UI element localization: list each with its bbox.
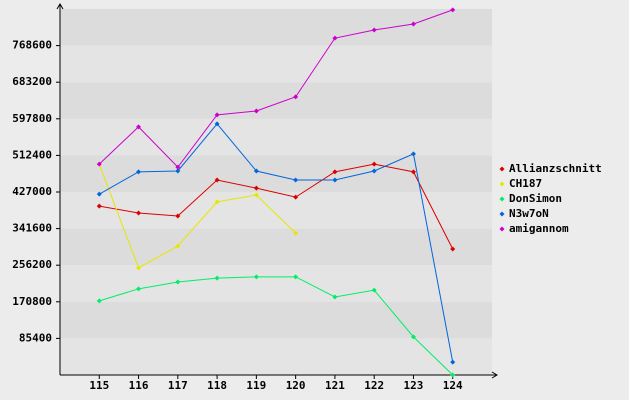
x-tick-label: 117 <box>168 379 188 392</box>
grid-band <box>60 228 492 266</box>
data-point <box>450 246 456 252</box>
data-point <box>175 279 181 285</box>
data-point <box>136 265 142 271</box>
series-line <box>98 163 296 269</box>
data-point <box>253 168 259 174</box>
data-point <box>253 108 259 114</box>
y-tick-label: 512400 <box>12 148 52 161</box>
x-tick-label: 118 <box>207 379 227 392</box>
data-point <box>450 7 456 13</box>
x-tick-label: 124 <box>443 379 463 392</box>
series-line <box>99 276 454 376</box>
x-tick-label: 123 <box>404 379 424 392</box>
data-point <box>293 274 299 280</box>
data-point <box>410 334 416 340</box>
data-point <box>214 112 220 118</box>
x-tick-label: 122 <box>364 379 384 392</box>
y-tick-label: 85400 <box>19 331 52 344</box>
data-point <box>293 230 299 236</box>
data-point <box>136 124 142 130</box>
data-point <box>253 185 259 191</box>
data-point <box>214 121 220 127</box>
data-point <box>253 192 259 198</box>
y-tick-label: 768600 <box>12 39 52 52</box>
data-point <box>253 274 259 280</box>
legend-label: Allianzschnitt <box>509 162 602 175</box>
legend-marker <box>499 196 505 202</box>
x-tick-label: 116 <box>129 379 149 392</box>
grid-band <box>60 265 492 302</box>
data-point <box>332 177 338 183</box>
data-point <box>175 164 181 170</box>
grid-band <box>60 338 492 375</box>
x-tick-label: 115 <box>89 379 109 392</box>
grid-band <box>60 192 492 229</box>
data-point <box>450 372 456 378</box>
y-tick-label: 170800 <box>12 295 52 308</box>
legend-marker <box>499 166 505 172</box>
data-point <box>371 27 377 33</box>
grid-band <box>60 9 492 46</box>
data-point <box>96 161 102 167</box>
grid-band <box>60 82 492 119</box>
y-tick-label: 597800 <box>12 112 52 125</box>
y-tick-label: 427000 <box>12 185 52 198</box>
data-point <box>371 168 377 174</box>
data-point <box>136 169 142 175</box>
data-point <box>214 275 220 281</box>
grid-band <box>60 118 492 156</box>
data-point <box>136 210 142 216</box>
grid-band <box>60 301 492 339</box>
x-tick-label: 120 <box>286 379 306 392</box>
legend-marker <box>499 181 505 187</box>
grid-band <box>60 45 492 83</box>
data-point <box>410 151 416 157</box>
data-point <box>293 194 299 200</box>
legend-label: N3w7oN <box>509 207 549 220</box>
data-point <box>175 243 181 249</box>
data-point <box>450 359 456 365</box>
data-point <box>410 21 416 27</box>
data-point <box>214 199 220 205</box>
y-tick-label: 683200 <box>12 75 52 88</box>
data-point <box>175 213 181 219</box>
series-line <box>99 123 454 363</box>
data-point <box>136 286 142 292</box>
x-tick-label: 119 <box>246 379 266 392</box>
data-point <box>96 191 102 197</box>
legend-marker <box>499 226 505 232</box>
data-point <box>175 168 181 174</box>
legend-marker <box>499 211 505 217</box>
legend-label: amigannom <box>509 222 569 235</box>
data-point <box>214 177 220 183</box>
y-axis-arrow <box>56 3 64 10</box>
y-tick-label: 256200 <box>12 258 52 271</box>
x-axis-arrow <box>491 371 498 379</box>
data-point <box>293 94 299 100</box>
series-line <box>98 9 453 168</box>
data-point <box>332 294 338 300</box>
legend-label: CH187 <box>509 177 542 190</box>
data-point <box>410 169 416 175</box>
data-point <box>332 35 338 41</box>
data-point <box>96 298 102 304</box>
data-point <box>293 177 299 183</box>
legend-label: DonSimon <box>509 192 562 205</box>
data-point <box>96 203 102 209</box>
x-tick-label: 121 <box>325 379 345 392</box>
data-point <box>332 169 338 175</box>
series-line <box>99 163 454 250</box>
grid-band <box>60 155 492 192</box>
data-point <box>371 161 377 167</box>
data-point <box>371 287 377 293</box>
y-tick-label: 341600 <box>12 222 52 235</box>
